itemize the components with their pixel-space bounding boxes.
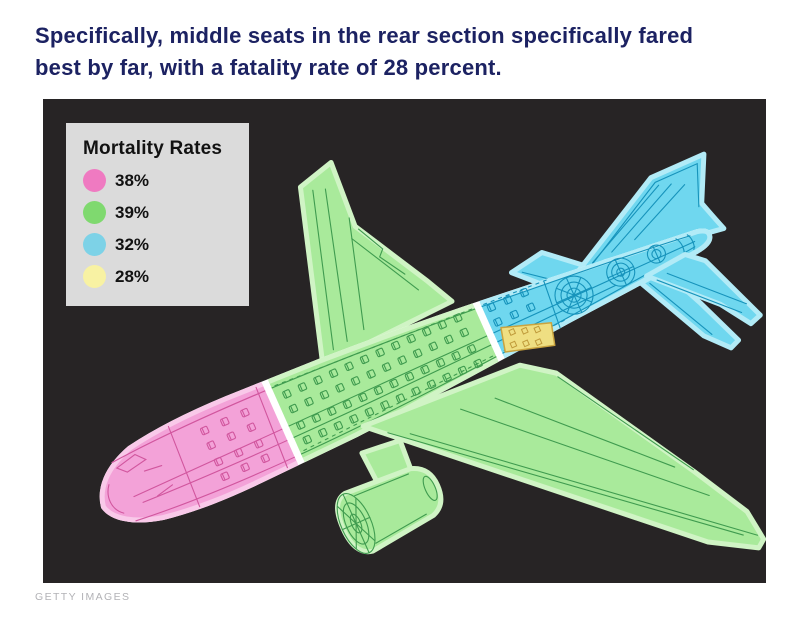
- legend-swatch-blue-icon: [83, 233, 106, 256]
- legend-swatch-yellow-icon: [83, 265, 106, 288]
- legend-swatch-green-icon: [83, 201, 106, 224]
- legend-item-rear: 32%: [83, 233, 237, 256]
- legend-label-32: 32%: [115, 234, 150, 254]
- mortality-rates-legend: Mortality Rates 38% 39% 32% 28%: [66, 123, 249, 306]
- legend-label-39: 39%: [115, 202, 150, 222]
- legend-label-38: 38%: [115, 170, 150, 190]
- article-headline: Specifically, middle seats in the rear s…: [35, 20, 766, 84]
- legend-item-front: 38%: [83, 169, 237, 192]
- infographic-figure: Mortality Rates 38% 39% 32% 28%: [43, 99, 766, 583]
- legend-swatch-pink-icon: [83, 169, 106, 192]
- airplane-cutaway-diagram: [43, 140, 766, 583]
- legend-title: Mortality Rates: [83, 138, 223, 159]
- legend-item-middle: 39%: [83, 201, 237, 224]
- headline-line-1: Specifically, middle seats in the rear s…: [35, 23, 694, 48]
- legend-item-rear-middle: 28%: [83, 265, 237, 288]
- legend-label-28: 28%: [115, 266, 150, 286]
- headline-line-2: best by far, with a fatality rate of 28 …: [35, 55, 502, 80]
- photo-credit: GETTY IMAGES: [35, 591, 131, 603]
- rear-middle-seats-patch: [500, 322, 556, 353]
